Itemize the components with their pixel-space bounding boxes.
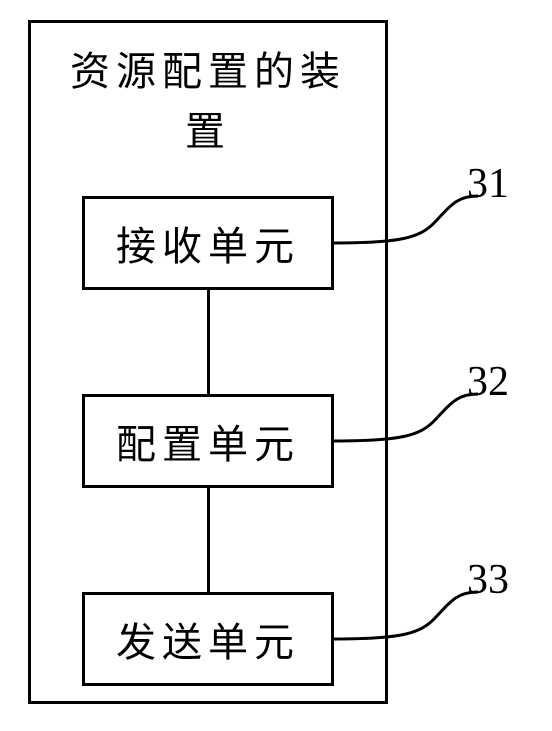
callout-label-2: 33	[467, 556, 509, 604]
leader-line-2	[334, 592, 478, 639]
callout-label-0: 31	[467, 160, 509, 208]
leader-line-1	[334, 394, 478, 441]
callout-label-1: 32	[467, 358, 509, 406]
leader-line-0	[334, 196, 478, 243]
